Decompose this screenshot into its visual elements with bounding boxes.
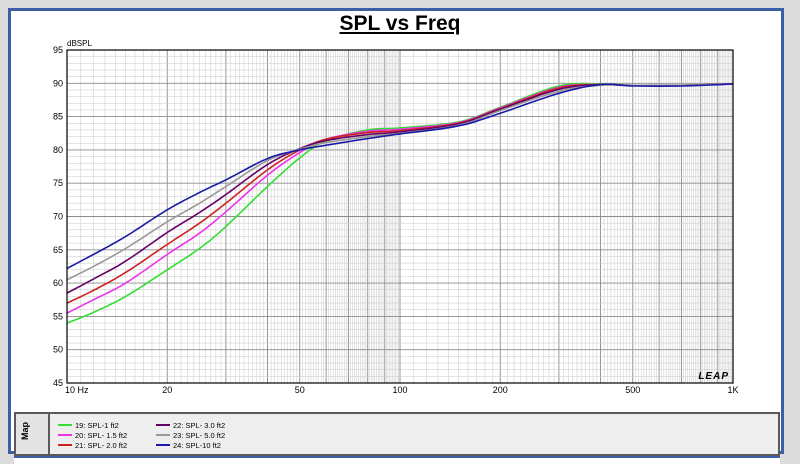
bottom-strip (14, 456, 780, 464)
y-axis-label: dBSPL (67, 39, 92, 48)
legend-swatch (58, 424, 72, 426)
series-layer (66, 82, 734, 324)
y-tick-label: 50 (53, 345, 63, 355)
y-tick-label: 45 (53, 378, 63, 388)
legend-label: 19: SPL-1 ft2 (75, 420, 119, 430)
legend-label: 20: SPL- 1.5 ft2 (75, 430, 128, 440)
legend-item: 22: SPL- 3.0 ft2 (156, 420, 225, 430)
legend-label: 22: SPL- 3.0 ft2 (173, 420, 226, 430)
x-tick-label: 1K (727, 385, 738, 395)
legend-panel: Map 19: SPL-1 ft2 20: SPL- 1.5 ft2 21: SPL… (14, 412, 780, 456)
legend-swatch (156, 434, 170, 436)
y-tick-label: 65 (53, 245, 63, 255)
y-tick-label: 60 (53, 278, 63, 288)
map-tab-label: Map (20, 422, 30, 440)
legend-swatch (156, 424, 170, 426)
y-tick-label: 55 (53, 311, 63, 321)
legend-label: 24: SPL-10 ft2 (173, 440, 221, 450)
map-tab[interactable]: Map (16, 414, 50, 454)
y-tick-label: 75 (53, 178, 63, 188)
y-tick-label: 90 (53, 78, 63, 88)
y-tick-label: 70 (53, 212, 63, 222)
legend-item: 19: SPL-1 ft2 (58, 420, 119, 430)
plot-area-svg: 45 50 55 60 65 70 75 80 85 90 95 dBSPL 10 Hz 20 50 100 2… (53, 39, 739, 395)
y-tick-label: 85 (53, 112, 63, 122)
leap-watermark: LEAP (698, 371, 729, 382)
x-tick-label: 20 (162, 385, 172, 395)
x-tick-label: 500 (625, 385, 640, 395)
legend-swatch (156, 444, 170, 446)
legend-item: 20: SPL- 1.5 ft2 (58, 430, 127, 440)
legend-label: 21: SPL- 2.0 ft2 (75, 440, 128, 450)
plot-border (66, 49, 734, 384)
y-tick-label: 80 (53, 145, 63, 155)
x-tick-label: 100 (392, 385, 407, 395)
legend-item: 23: SPL- 5.0 ft2 (156, 430, 225, 440)
legend-swatch (58, 444, 72, 446)
legend-item: 21: SPL- 2.0 ft2 (58, 440, 127, 450)
legend-item: 24: SPL-10 ft2 (156, 440, 221, 450)
legend-swatch (58, 434, 72, 436)
series-line (66, 83, 734, 270)
y-tick-label: 95 (53, 45, 63, 55)
x-tick-label: 200 (493, 385, 508, 395)
x-tick-label: 50 (295, 385, 305, 395)
axis-layer: 45 50 55 60 65 70 75 80 85 90 95 dBSPL 10 Hz 20 50 100 2… (53, 39, 739, 395)
legend-label: 23: SPL- 5.0 ft2 (173, 430, 226, 440)
x-tick-label: 10 Hz (65, 385, 89, 395)
grid-layer (66, 49, 734, 384)
chart-title: SPL vs Freq (339, 12, 461, 35)
